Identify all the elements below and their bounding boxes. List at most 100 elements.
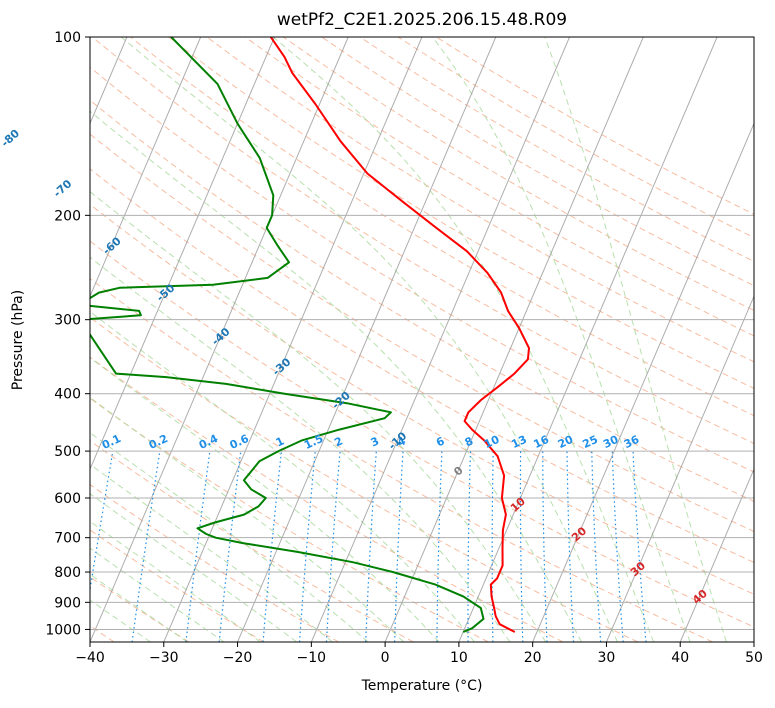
isotherm-label: 20 — [569, 524, 589, 544]
isotherm-label: 40 — [690, 587, 710, 607]
mixing-ratio-line — [262, 451, 283, 642]
mixing-ratio-line — [436, 451, 443, 642]
y-tick-label: 700 — [54, 531, 81, 547]
dry-adiabat — [90, 356, 564, 642]
y-tick-label: 500 — [54, 444, 81, 460]
mixing-ratio-line — [491, 451, 494, 642]
x-tick-label: −10 — [297, 650, 327, 666]
mixing-ratio-label: 0.6 — [228, 432, 251, 452]
mixing-ratio-line — [591, 451, 602, 642]
isotherm-label: -10 — [386, 429, 410, 452]
mixing-ratio-line — [365, 451, 377, 642]
mixing-ratio-label: 25 — [581, 433, 600, 451]
isotherm-label: -50 — [154, 281, 178, 304]
dry-adiabat — [244, 37, 754, 337]
isotherm-label: -20 — [329, 389, 353, 412]
moist-adiabat — [90, 599, 151, 642]
dry-adiabat — [90, 483, 339, 642]
mixing-ratio-line — [299, 451, 316, 642]
isotherm-line — [0, 37, 53, 642]
mixing-ratio-line — [467, 451, 472, 642]
mixing-ratio-label: 0.4 — [197, 432, 220, 452]
mixing-ratio-label: 16 — [532, 433, 552, 451]
moist-adiabat — [544, 37, 727, 642]
dry-adiabat — [283, 37, 754, 312]
dry-adiabat — [91, 37, 754, 445]
plot-frame — [89, 36, 755, 643]
dry-adiabat — [90, 625, 115, 642]
mixing-ratio-label: 0.1 — [100, 432, 123, 452]
isotherm-line — [90, 37, 349, 642]
x-tick-label: 30 — [598, 650, 616, 666]
isotherm-line — [384, 37, 644, 642]
mixing-ratio-line — [131, 451, 161, 642]
isotherm-label: 0 — [451, 464, 466, 479]
moist-adiabat — [90, 191, 547, 642]
x-tick-label: −30 — [149, 650, 179, 666]
temperature-profile-line — [269, 37, 530, 633]
dry-adiabat — [90, 440, 414, 642]
x-tick-label: 50 — [745, 650, 763, 666]
y-tick-label: 900 — [54, 595, 81, 611]
x-axis-label: Temperature (°C) — [361, 678, 483, 694]
isotherm-line — [458, 37, 718, 642]
isotherm-line — [605, 295, 754, 642]
x-tick-label: −20 — [223, 650, 253, 666]
isotherm-line — [679, 467, 754, 642]
dry-adiabat — [90, 133, 754, 533]
moist-adiabat — [90, 256, 511, 642]
x-tick-label: 10 — [450, 650, 468, 666]
dry-adiabat — [168, 37, 754, 389]
moist-adiabat — [90, 396, 404, 642]
isotherm-line — [163, 37, 423, 642]
y-tick-label: 800 — [54, 565, 81, 581]
mixing-ratio-line — [542, 451, 548, 642]
mixing-ratio-line — [394, 451, 404, 642]
dewpoint-profile-line — [90, 37, 485, 633]
mixing-ratio-label: 13 — [509, 433, 528, 451]
mixing-ratio-label: 6 — [434, 434, 447, 449]
mixing-ratio-label: 1 — [274, 434, 286, 449]
y-tick-label: 400 — [54, 387, 81, 403]
dry-adiabat — [359, 37, 754, 263]
isotherm-label: -60 — [100, 234, 124, 257]
mixing-ratio-label: 0.2 — [147, 432, 170, 452]
dry-adiabat — [435, 37, 754, 215]
mixing-ratio-line — [325, 451, 341, 642]
moist-adiabat — [90, 493, 297, 642]
mixing-ratio-label: 8 — [463, 434, 475, 449]
mixing-ratio-line — [519, 451, 524, 642]
y-tick-label: 200 — [54, 208, 81, 224]
mixing-ratio-label: 3 — [369, 434, 381, 449]
y-tick-label: 1000 — [45, 622, 81, 638]
moist-adiabat — [90, 310, 475, 642]
mixing-ratio-label: 2 — [332, 434, 344, 449]
chart-title: wetPf2_C2E1.2025.206.15.48.R09 — [276, 10, 568, 30]
isotherm-line — [753, 640, 754, 642]
isotherm-label: -40 — [209, 325, 233, 348]
isotherm-label: -70 — [51, 177, 75, 200]
dry-adiabat — [90, 529, 265, 642]
isotherm-line — [90, 37, 128, 125]
isotherm-line — [237, 37, 497, 642]
mixing-ratio-line — [218, 451, 242, 642]
moist-adiabat — [90, 463, 333, 642]
plot-area — [0, 37, 754, 642]
isotherm-label: -30 — [270, 355, 294, 378]
isotherm-line — [532, 122, 754, 642]
mixing-ratio-line — [632, 451, 647, 642]
moist-adiabat — [432, 37, 691, 642]
isotherm-label: -80 — [0, 127, 22, 150]
mixing-ratio-line — [566, 451, 575, 642]
x-tick-label: 40 — [671, 650, 689, 666]
moist-adiabat — [90, 547, 225, 642]
x-tick-label: −40 — [75, 650, 105, 666]
x-tick-label: 0 — [381, 650, 390, 666]
moist-adiabat — [120, 37, 618, 642]
dry-adiabat — [90, 203, 754, 595]
moist-adiabat — [90, 573, 188, 642]
mixing-ratio-label: 36 — [622, 433, 642, 451]
y-tick-label: 300 — [54, 313, 81, 329]
moist-adiabat — [90, 520, 261, 642]
isotherm-line — [90, 37, 202, 298]
